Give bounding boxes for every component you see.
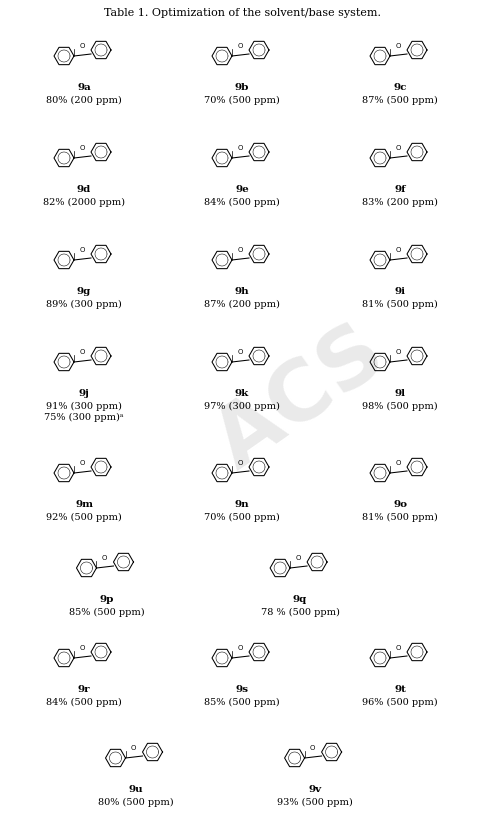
Text: O: O (79, 247, 85, 253)
Text: O: O (395, 247, 401, 253)
Text: 89% (300 ppm): 89% (300 ppm) (46, 300, 122, 309)
Text: 85% (500 ppm): 85% (500 ppm) (204, 698, 280, 707)
Text: 93% (500 ppm): 93% (500 ppm) (277, 798, 352, 807)
Text: O: O (395, 349, 401, 355)
Text: O: O (395, 460, 401, 466)
Text: O: O (79, 145, 85, 151)
Text: 9f: 9f (394, 185, 406, 194)
Text: 80% (500 ppm): 80% (500 ppm) (98, 798, 173, 807)
Text: 9r: 9r (78, 685, 91, 694)
Text: 9o: 9o (393, 500, 407, 509)
Text: O: O (237, 460, 242, 466)
Text: 9v: 9v (308, 785, 321, 794)
Text: O: O (237, 145, 242, 151)
Text: 81% (500 ppm): 81% (500 ppm) (362, 513, 438, 522)
Text: O: O (310, 745, 315, 751)
Text: O: O (79, 645, 85, 651)
Text: 9e: 9e (235, 185, 249, 194)
Text: O: O (237, 349, 242, 355)
Text: 9q: 9q (293, 595, 307, 604)
Text: 81% (500 ppm): 81% (500 ppm) (362, 300, 438, 309)
Text: 9d: 9d (77, 185, 91, 194)
Text: 9j: 9j (78, 389, 90, 398)
Text: ACS: ACS (200, 311, 400, 486)
Text: 87% (500 ppm): 87% (500 ppm) (362, 96, 438, 105)
Text: 82% (2000 ppm): 82% (2000 ppm) (43, 198, 125, 208)
Text: 98% (500 ppm): 98% (500 ppm) (362, 402, 438, 411)
Text: 9a: 9a (77, 83, 91, 92)
Text: 9i: 9i (394, 287, 406, 296)
Text: 9l: 9l (394, 389, 406, 398)
Text: O: O (395, 145, 401, 151)
Text: 91% (300 ppm)
75% (300 ppm)ᵃ: 91% (300 ppm) 75% (300 ppm)ᵃ (44, 402, 124, 422)
Text: 9t: 9t (394, 685, 406, 694)
Text: Table 1. Optimization of the solvent/base system.: Table 1. Optimization of the solvent/bas… (104, 8, 380, 18)
Text: 9n: 9n (235, 500, 249, 509)
Text: 9u: 9u (128, 785, 143, 794)
Text: 78 % (500 ppm): 78 % (500 ppm) (261, 608, 339, 618)
Text: 70% (500 ppm): 70% (500 ppm) (204, 513, 280, 522)
Text: 85% (500 ppm): 85% (500 ppm) (69, 608, 144, 618)
Text: 84% (500 ppm): 84% (500 ppm) (46, 698, 122, 707)
Text: 97% (300 ppm): 97% (300 ppm) (204, 402, 280, 411)
Text: 9m: 9m (75, 500, 93, 509)
Text: O: O (237, 645, 242, 651)
Text: 83% (200 ppm): 83% (200 ppm) (362, 198, 438, 208)
Text: O: O (395, 645, 401, 651)
Text: 9s: 9s (236, 685, 248, 694)
Text: O: O (79, 349, 85, 355)
Text: 80% (200 ppm): 80% (200 ppm) (46, 96, 122, 105)
Text: 87% (200 ppm): 87% (200 ppm) (204, 300, 280, 309)
Text: 9p: 9p (99, 595, 114, 604)
Text: 70% (500 ppm): 70% (500 ppm) (204, 96, 280, 105)
Text: 9c: 9c (393, 83, 407, 92)
Text: 96% (500 ppm): 96% (500 ppm) (362, 698, 438, 707)
Text: O: O (237, 247, 242, 253)
Text: O: O (295, 555, 301, 561)
Text: 9g: 9g (77, 287, 91, 296)
Text: O: O (131, 745, 136, 751)
Text: 84% (500 ppm): 84% (500 ppm) (204, 198, 280, 208)
Text: O: O (102, 555, 107, 561)
Text: 9k: 9k (235, 389, 249, 398)
Text: O: O (395, 43, 401, 49)
Text: 92% (500 ppm): 92% (500 ppm) (46, 513, 122, 522)
Text: O: O (79, 43, 85, 49)
Text: 9b: 9b (235, 83, 249, 92)
Text: O: O (237, 43, 242, 49)
Text: 9h: 9h (235, 287, 249, 296)
Text: O: O (79, 460, 85, 466)
